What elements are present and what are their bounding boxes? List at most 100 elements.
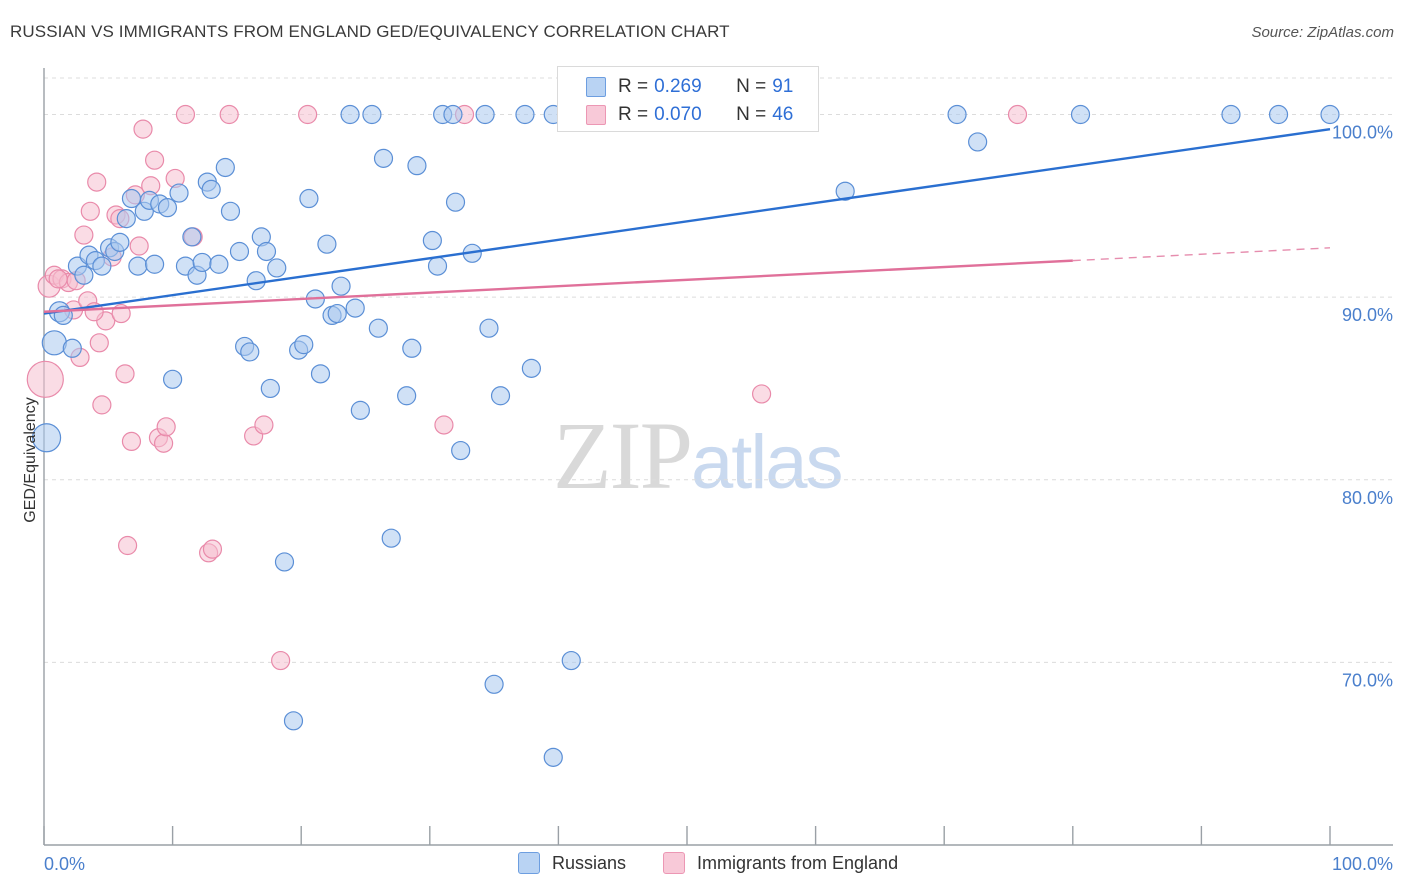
legend-n-value: 46 — [772, 104, 794, 125]
zipatlas-watermark: ZIPatlas — [553, 400, 844, 511]
data-point-russians — [947, 104, 967, 125]
data-point-russians — [229, 241, 250, 262]
data-point-russians — [397, 386, 417, 406]
data-point-russians — [445, 192, 466, 212]
data-point-russians — [340, 104, 360, 125]
data-point-england — [133, 119, 153, 139]
data-point-russians — [215, 157, 235, 178]
data-point-england — [48, 269, 68, 289]
data-point-russians — [92, 256, 112, 276]
data-point-russians — [246, 271, 266, 291]
bottom-legend-swatch-england — [663, 852, 685, 874]
data-point-russians — [368, 318, 388, 338]
trend-line-england-extension — [1072, 247, 1331, 262]
data-point-russians — [256, 241, 277, 262]
data-point-russians — [240, 342, 260, 362]
data-point-england — [74, 225, 94, 245]
data-point-england — [89, 333, 109, 353]
data-point-russians — [490, 386, 511, 406]
y-tick-label: 70.0% — [1342, 670, 1393, 690]
data-point-russians — [182, 227, 202, 247]
axes — [43, 68, 1393, 846]
trend-line-england — [43, 259, 1073, 313]
legend-r-value: 0.269 — [654, 76, 702, 97]
data-point-russians — [402, 338, 422, 358]
legend-r-value: 0.070 — [654, 104, 702, 125]
data-point-russians — [381, 528, 401, 548]
legend-swatch-russians — [586, 77, 606, 97]
data-point-england — [92, 395, 112, 415]
correlation-legend: R = 0.269 N = 91 R = 0.070 N = 46 — [557, 66, 819, 132]
bottom-legend-label-england: Immigrants from England — [697, 852, 899, 873]
data-point-russians — [267, 258, 287, 278]
data-point-russians — [561, 650, 581, 671]
data-point-russians — [260, 378, 280, 399]
data-point-england — [144, 150, 165, 170]
data-point-russians — [331, 276, 351, 296]
x-tick-label: 0.0% — [44, 854, 85, 874]
data-point-russians — [443, 104, 463, 125]
data-point-russians — [41, 330, 67, 356]
data-point-england — [434, 415, 454, 435]
data-point-russians — [201, 179, 221, 199]
data-point-russians — [479, 318, 499, 338]
data-point-russians — [163, 369, 183, 389]
data-point-england — [175, 104, 196, 125]
data-point-russians — [128, 256, 148, 276]
data-point-england — [271, 650, 291, 671]
legend-n-value: 91 — [772, 76, 794, 97]
data-point-russians — [299, 188, 319, 209]
data-point-russians — [515, 104, 535, 125]
data-point-russians — [62, 338, 82, 358]
data-point-russians — [451, 440, 471, 461]
data-point-england — [80, 201, 100, 221]
legend-r-label: R = — [618, 76, 649, 97]
data-point-russians — [31, 423, 62, 453]
bottom-legend-russians: Russians — [518, 852, 626, 874]
axis-labels: 70.0% 80.0% 90.0% 100.0% 0.0% 100.0% GED/Equiv… — [22, 123, 1393, 874]
grid — [44, 77, 1393, 663]
data-point-england — [26, 360, 64, 398]
data-point-russians — [116, 209, 136, 229]
data-point-england — [156, 417, 176, 437]
data-point-england — [117, 535, 138, 556]
data-point-russians — [422, 230, 442, 251]
bottom-legend-label-russians: Russians — [552, 852, 627, 873]
data-point-england — [129, 236, 149, 256]
data-point-russians — [110, 232, 130, 252]
data-point-russians — [350, 400, 370, 420]
data-point-russians — [294, 335, 314, 355]
data-point-england — [87, 172, 107, 192]
data-point-russians — [1320, 104, 1340, 125]
data-point-russians — [1221, 104, 1241, 125]
chart-title: RUSSIAN VS IMMIGRANTS FROM ENGLAND GED/E… — [10, 22, 730, 41]
data-point-england — [751, 384, 772, 404]
trend-line-russians — [43, 127, 1331, 315]
data-point-russians — [209, 254, 229, 274]
data-point-russians — [310, 364, 331, 384]
watermark-atlas: atlas — [691, 420, 844, 505]
data-point-russians — [373, 148, 394, 168]
data-point-russians — [317, 234, 337, 254]
series-russians-points — [31, 104, 1340, 767]
data-point-russians — [327, 303, 347, 324]
data-point-russians — [74, 265, 94, 285]
legend-row-russians: R = 0.269 N = 91 — [618, 76, 793, 98]
data-point-russians — [157, 198, 178, 218]
bottom-legend-swatch-russians — [518, 852, 540, 874]
data-point-russians — [521, 358, 541, 378]
data-point-russians — [968, 132, 988, 152]
y-tick-label: 100.0% — [1332, 123, 1393, 143]
data-point-russians — [475, 104, 495, 125]
data-point-russians — [144, 254, 165, 274]
data-point-russians — [283, 711, 304, 731]
data-point-england — [121, 431, 142, 452]
x-tick-label: 100.0% — [1332, 854, 1393, 874]
bottom-legend-england: Immigrants from England — [663, 852, 898, 874]
data-point-england — [219, 104, 239, 125]
legend-n-label: N = — [736, 76, 767, 97]
data-point-russians — [484, 674, 504, 694]
y-axis-label: GED/Equivalency — [22, 397, 39, 522]
trend-lines — [43, 127, 1331, 315]
